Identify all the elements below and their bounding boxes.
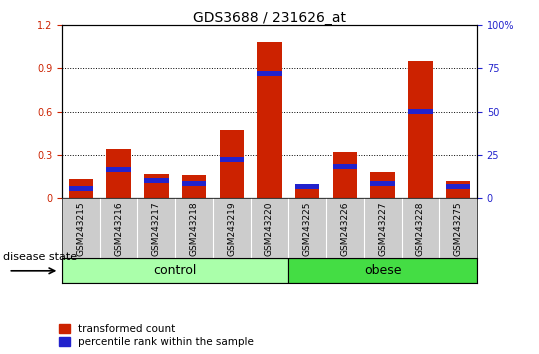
Text: GDS3688 / 231626_at: GDS3688 / 231626_at [193, 11, 346, 25]
Text: GSM243226: GSM243226 [341, 201, 349, 256]
Text: GSM243220: GSM243220 [265, 201, 274, 256]
Bar [295, 184, 320, 189]
Text: disease state: disease state [3, 252, 77, 262]
Bar [408, 109, 433, 114]
Bar [370, 172, 395, 198]
Text: obese: obese [364, 264, 402, 277]
Text: GSM243225: GSM243225 [303, 201, 312, 256]
Text: GSM243227: GSM243227 [378, 201, 387, 256]
Bar [106, 167, 131, 172]
Bar [446, 184, 471, 189]
Bar [408, 61, 433, 198]
Text: GSM243218: GSM243218 [190, 201, 198, 256]
Bar [182, 175, 206, 198]
Bar [68, 185, 93, 191]
Bar [106, 149, 131, 198]
Text: GSM243219: GSM243219 [227, 201, 236, 256]
Bar [144, 178, 169, 183]
Text: GSM243216: GSM243216 [114, 201, 123, 256]
Bar [144, 174, 169, 198]
Bar [257, 72, 282, 76]
Text: GSM243275: GSM243275 [454, 201, 462, 256]
Bar [182, 181, 206, 186]
Bar [62, 258, 288, 283]
Text: GSM243217: GSM243217 [152, 201, 161, 256]
Bar [446, 181, 471, 198]
Bar [370, 181, 395, 186]
Bar [333, 164, 357, 169]
Bar [288, 258, 477, 283]
Bar [68, 179, 93, 198]
Bar [295, 184, 320, 198]
Text: GSM243215: GSM243215 [77, 201, 85, 256]
Text: GSM243228: GSM243228 [416, 201, 425, 256]
Bar [219, 157, 244, 162]
Bar [333, 152, 357, 198]
Legend: transformed count, percentile rank within the sample: transformed count, percentile rank withi… [59, 324, 254, 347]
Bar [257, 42, 282, 198]
Bar [219, 130, 244, 198]
Text: control: control [154, 264, 197, 277]
